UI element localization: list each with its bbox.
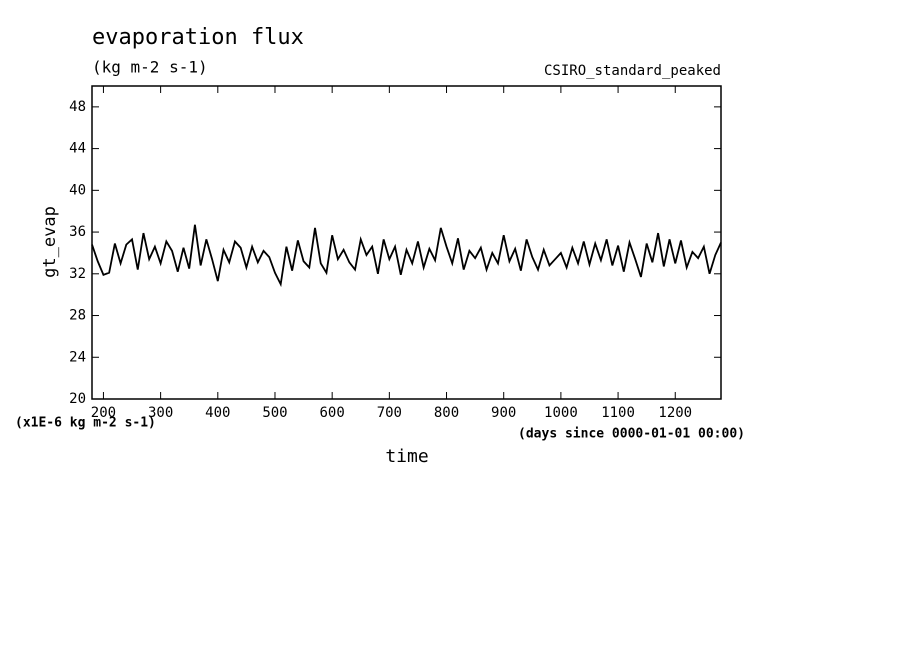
x-unit-note: (days since 0000-01-01 00:00) bbox=[518, 427, 745, 442]
y-tick-label: 28 bbox=[69, 308, 86, 324]
x-tick-label: 1200 bbox=[658, 405, 692, 421]
y-tick-label: 36 bbox=[69, 224, 86, 240]
y-unit-note: (x1E-6 kg m-2 s-1) bbox=[15, 416, 156, 431]
y-tick-label: 24 bbox=[69, 349, 86, 365]
x-tick-label: 200 bbox=[91, 405, 116, 421]
x-tick-label: 500 bbox=[262, 405, 287, 421]
x-tick-label: 1000 bbox=[544, 405, 578, 421]
y-axis-label: gt_evap bbox=[40, 206, 60, 278]
chart-subtitle: (kg m-2 s-1) bbox=[92, 58, 208, 77]
chart-title: evaporation flux bbox=[92, 25, 304, 50]
x-tick-label: 600 bbox=[320, 405, 345, 421]
y-tick-label: 44 bbox=[69, 141, 86, 157]
x-tick-label: 300 bbox=[148, 405, 173, 421]
x-tick-label: 400 bbox=[205, 405, 230, 421]
x-tick-label: 900 bbox=[491, 405, 516, 421]
annotation: CSIRO_standard_peaked bbox=[544, 63, 721, 79]
y-tick-label: 20 bbox=[69, 391, 86, 407]
y-tick-label: 48 bbox=[69, 99, 86, 115]
x-tick-label: 800 bbox=[434, 405, 459, 421]
x-tick-label: 1100 bbox=[601, 405, 635, 421]
x-tick-label: 700 bbox=[377, 405, 402, 421]
y-tick-label: 32 bbox=[69, 266, 86, 282]
x-axis-label: time bbox=[385, 446, 428, 467]
data-line bbox=[91, 224, 722, 288]
y-tick-label: 40 bbox=[69, 182, 86, 198]
